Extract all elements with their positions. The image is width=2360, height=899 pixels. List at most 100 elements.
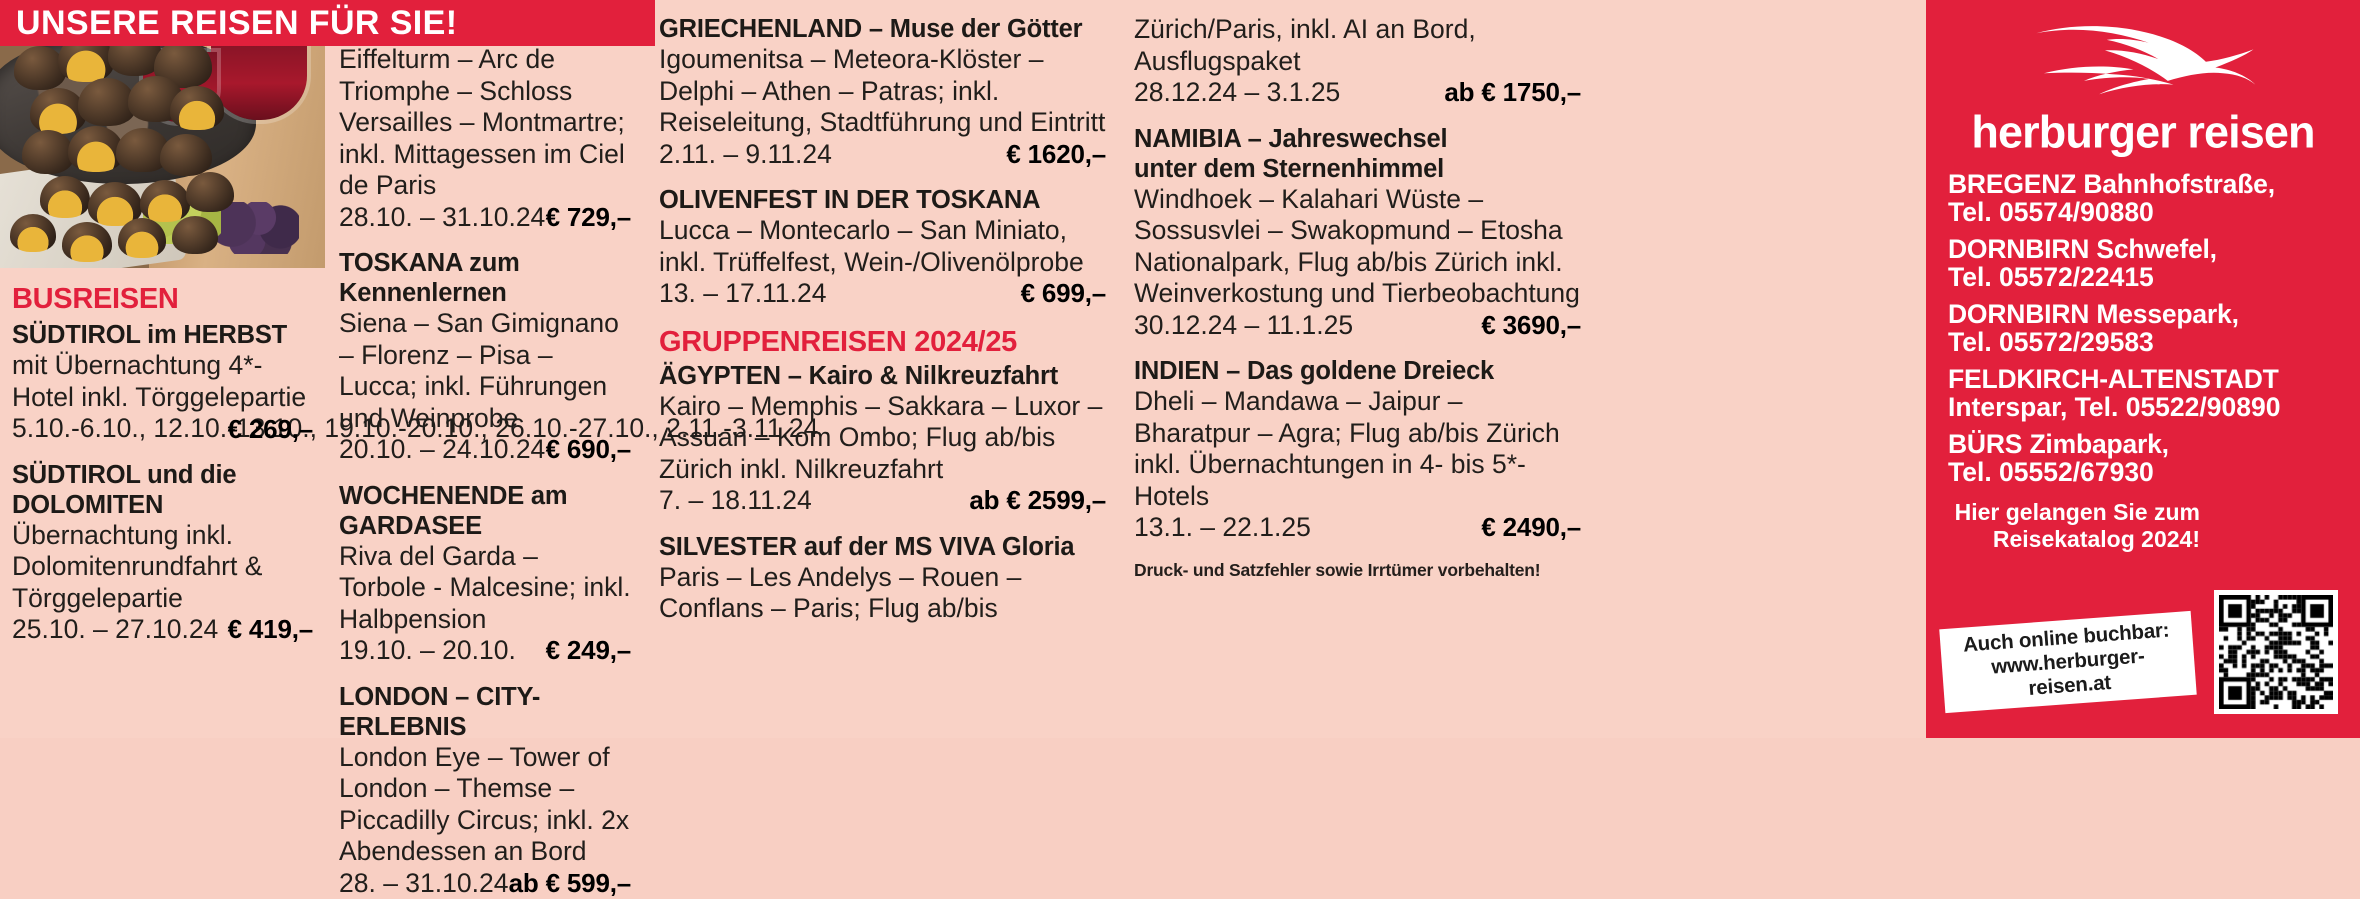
offer-price: € 729,–: [546, 202, 631, 233]
offer-price: € 699,–: [1021, 278, 1106, 309]
offer-title: NAMIBIA – Jahreswechsel: [1134, 124, 1581, 154]
offer-title: TOSKANA zum Kennenlernen: [339, 248, 631, 308]
offer-description: Dheli – Mandawa – Jaipur – Bharatpur – A…: [1134, 386, 1581, 512]
svg-text:herburger reisen: herburger reisen: [1971, 106, 2314, 157]
offer-dates: 28. – 31.10.24: [339, 868, 508, 899]
catalog-callout: Hier gelangen Sie zum Reisekatalog 2024!: [1926, 495, 2360, 553]
offer-olivenfest: OLIVENFEST IN DER TOSKANA Lucca – Montec…: [659, 185, 1106, 310]
column-four: Zürich/Paris, inkl. AI an Bord, Ausflugs…: [1120, 0, 1595, 738]
branch-phone: Tel. 05572/22415: [1948, 263, 2360, 291]
offer-description: Windhoek – Kalahari Wüste – Sossusvlei –…: [1134, 184, 1581, 310]
offer-dates: 5.10.-6.10., 12.10.-13.10., 19.10.-20.10…: [12, 413, 818, 445]
offer-title: SILVESTER auf der MS VIVA Gloria: [659, 532, 1106, 562]
branch-list: BREGENZ Bahnhofstraße, Tel. 05574/90880 …: [1926, 162, 2360, 486]
branch-phone: Tel. 05552/67930: [1948, 458, 2360, 486]
offer-title-line2: unter dem Sternenhimmel: [1134, 154, 1581, 184]
offer-title: GRIECHENLAND – Muse der Götter: [659, 14, 1106, 44]
offer-dates: 25.10. – 27.10.24: [12, 614, 218, 646]
offer-title: OLIVENFEST IN DER TOSKANA: [659, 185, 1106, 215]
offer-dates: 2.11. – 9.11.24: [659, 139, 832, 171]
chestnut-shape: [186, 172, 234, 212]
branch-item[interactable]: BREGENZ Bahnhofstraße, Tel. 05574/90880: [1948, 170, 2360, 226]
offer-title: INDIEN – Das goldene Dreieck: [1134, 356, 1581, 386]
offer-price: € 2490,–: [1481, 512, 1581, 543]
branch-phone: Tel. 05572/29583: [1948, 328, 2360, 356]
offer-london: LONDON – CITY-ERLEBNIS London Eye – Towe…: [339, 682, 631, 899]
chestnut-shape: [62, 222, 112, 262]
price-prefix: ab: [969, 485, 1006, 515]
offer-description-continued: Zürich/Paris, inkl. AI an Bord, Ausflugs…: [1134, 14, 1581, 77]
chestnut-shape: [170, 86, 224, 130]
branch-name: DORNBIRN Schwefel,: [1948, 235, 2360, 263]
offer-title: WOCHENENDE am GARDASEE: [339, 481, 631, 541]
offer-description: Riva del Garda – Torbole - Malcesine; in…: [339, 541, 631, 636]
offer-price: € 419,–: [228, 614, 313, 645]
offer-description: mit Übernachtung 4*-Hotel inkl. Törggele…: [12, 350, 313, 413]
offer-price: ab € 599,–: [509, 868, 631, 899]
section-title-gruppenreisen: GRUPPENREISEN 2024/25: [659, 325, 1106, 359]
offer-dates: 28.12.24 – 3.1.25: [1134, 77, 1340, 109]
branch-name: DORNBIRN Messepark,: [1948, 300, 2360, 328]
online-booking-sticker[interactable]: Auch online buchbar: www.herburger-reise…: [1939, 611, 2196, 713]
branch-name: BÜRS Zimbapark,: [1948, 430, 2360, 458]
offer-dates: 7. – 18.11.24: [659, 485, 812, 517]
offer-price: € 1620,–: [1006, 139, 1106, 170]
offer-price: € 3690,–: [1481, 310, 1581, 341]
branch-phone: Interspar, Tel. 05522/90890: [1948, 393, 2360, 421]
chestnut-shape: [22, 130, 74, 174]
offer-namibia: NAMIBIA – Jahreswechsel unter dem Sterne…: [1134, 124, 1581, 342]
col1-text: BUSREISEN SÜDTIROL im HERBST mit Übernac…: [0, 268, 325, 661]
offer-silvester-continuation: Zürich/Paris, inkl. AI an Bord, Ausflugs…: [1134, 14, 1581, 109]
offer-gardasee: WOCHENENDE am GARDASEE Riva del Garda – …: [339, 481, 631, 667]
offer-description: Lucca – Montecarlo – San Miniato, inkl. …: [659, 215, 1106, 278]
price-prefix: ab: [1444, 77, 1481, 107]
price-value: € 2599,–: [1006, 485, 1106, 515]
price-value: € 599,–: [546, 868, 631, 898]
branch-item[interactable]: DORNBIRN Schwefel, Tel. 05572/22415: [1948, 235, 2360, 291]
branch-item[interactable]: DORNBIRN Messepark, Tel. 05572/29583: [1948, 300, 2360, 356]
disclaimer-text: Druck- und Satzfehler sowie Irrtümer vor…: [1134, 560, 1581, 581]
branch-item[interactable]: FELDKIRCH-ALTENSTADT Interspar, Tel. 055…: [1948, 365, 2360, 421]
brand-panel: herburger reisen BREGENZ Bahnhofstraße, …: [1926, 0, 2360, 738]
chestnut-shape: [10, 214, 56, 252]
offer-dates: 30.12.24 – 11.1.25: [1134, 310, 1353, 342]
headline-text: UNSERE REISEN FÜR SIE!: [0, 4, 457, 43]
offer-price: € 269,–: [228, 414, 313, 445]
branch-phone: Tel. 05574/90880: [1948, 198, 2360, 226]
offer-price: ab € 1750,–: [1444, 77, 1581, 108]
branch-item[interactable]: BÜRS Zimbapark, Tel. 05552/67930: [1948, 430, 2360, 486]
branch-name: BREGENZ Bahnhofstraße,: [1948, 170, 2360, 198]
offer-title: SÜDTIROL im HERBST: [12, 320, 313, 350]
offer-title: LONDON – CITY-ERLEBNIS: [339, 682, 631, 742]
offer-price: ab € 2599,–: [969, 485, 1106, 516]
catalog-line-1: Hier gelangen Sie zum: [1926, 499, 2200, 526]
column-three: GRIECHENLAND – Muse der Götter Igoumenit…: [645, 0, 1120, 738]
headline-banner: UNSERE REISEN FÜR SIE!: [0, 0, 655, 46]
offer-dates: 19.10. – 20.10.: [339, 635, 516, 667]
offer-description: Igoumenitsa – Meteora-Klöster – Delphi –…: [659, 44, 1106, 139]
offer-suedtirol-herbst: SÜDTIROL im HERBST mit Übernachtung 4*-H…: [12, 320, 313, 445]
price-value: € 1750,–: [1481, 77, 1581, 107]
seagull-logo-icon: [2018, 18, 2268, 98]
offer-title: SÜDTIROL und die DOLOMITEN: [12, 460, 313, 520]
offer-paris: PARIS – Stadt der Liebe Eiffelturm – Arc…: [339, 14, 631, 233]
section-title-busreisen: BUSREISEN: [12, 282, 313, 316]
chestnut-shape: [118, 218, 166, 258]
offer-description: Paris – Les Andelys – Rouen – Conflans –…: [659, 562, 1106, 625]
catalog-line-2: Reisekatalog 2024!: [1926, 526, 2200, 553]
qr-code[interactable]: [2214, 590, 2338, 714]
chestnut-shape: [172, 216, 218, 254]
offer-indien: INDIEN – Das goldene Dreieck Dheli – Man…: [1134, 356, 1581, 544]
offer-dates: 13. – 17.11.24: [659, 278, 827, 310]
price-prefix: ab: [509, 868, 546, 898]
column-busreisen: BUSREISEN SÜDTIROL im HERBST mit Übernac…: [0, 0, 325, 738]
herburger-reisen-wordmark: herburger reisen: [1963, 106, 2323, 162]
offer-description: Eiffelturm – Arc de Triomphe – Schloss V…: [339, 44, 631, 202]
offer-griechenland: GRIECHENLAND – Muse der Götter Igoumenit…: [659, 14, 1106, 170]
offer-suedtirol-dolomiten: SÜDTIROL und die DOLOMITEN Übernachtung …: [12, 460, 313, 646]
offer-description: London Eye – Tower of London – Themse – …: [339, 742, 631, 868]
offer-description: Übernachtung inkl. Dolomitenrundfahrt & …: [12, 520, 313, 615]
branch-name: FELDKIRCH-ALTENSTADT: [1948, 365, 2360, 393]
offer-silvester: SILVESTER auf der MS VIVA Gloria Paris –…: [659, 532, 1106, 625]
offer-price: € 249,–: [546, 635, 631, 666]
